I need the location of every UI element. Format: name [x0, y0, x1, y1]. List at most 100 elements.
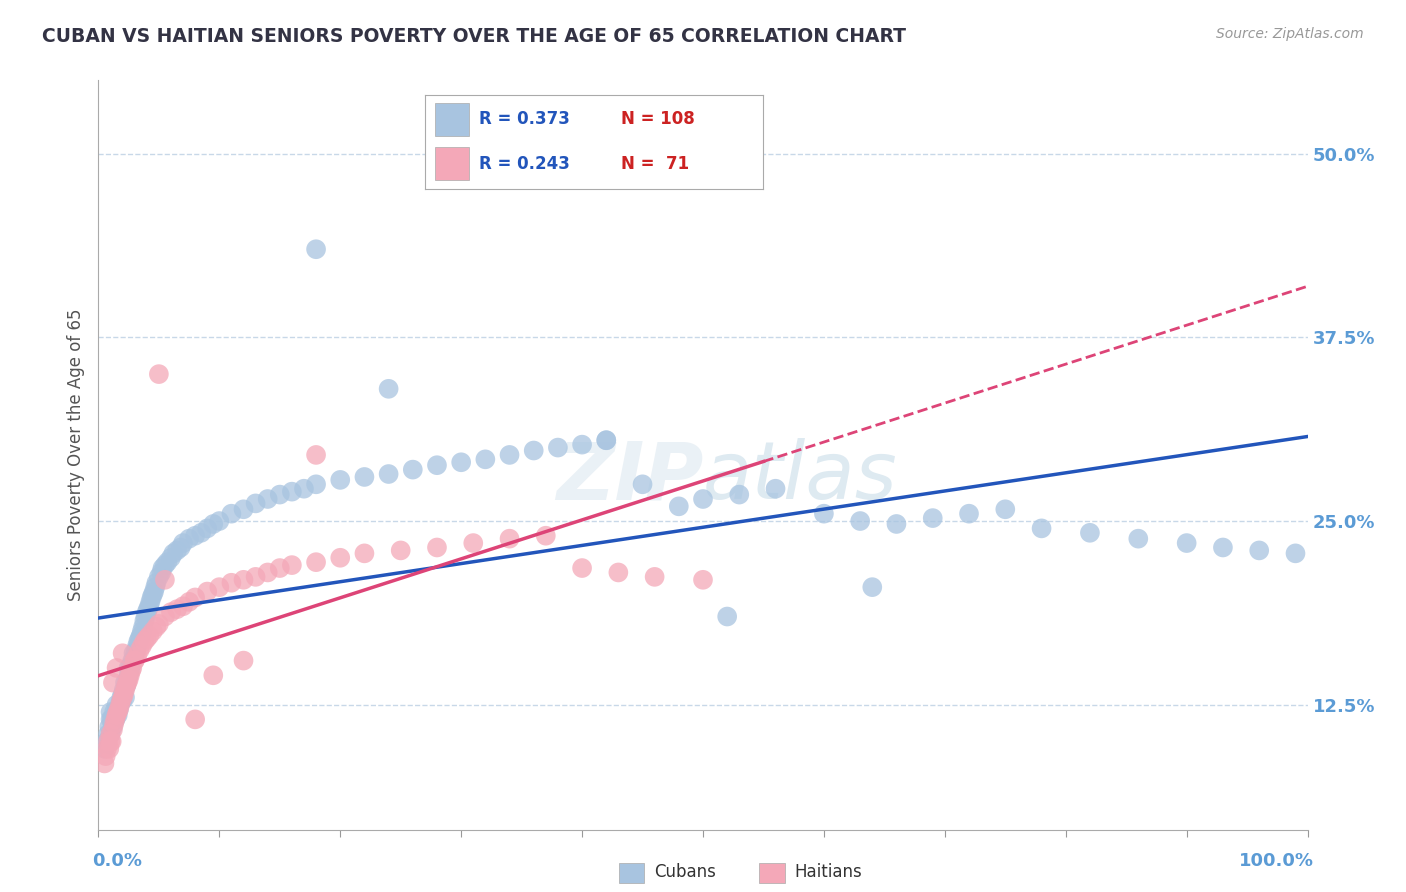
Point	[534, 529, 557, 543]
Point	[153, 558, 176, 573]
Point	[765, 482, 787, 496]
Point	[143, 584, 166, 599]
Text: 0.0%: 0.0%	[93, 852, 142, 870]
Point	[150, 566, 173, 580]
Y-axis label: Seniors Poverty Over the Age of 65: Seniors Poverty Over the Age of 65	[66, 309, 84, 601]
Point	[101, 675, 124, 690]
Point	[118, 661, 141, 675]
Point	[450, 455, 472, 469]
Point	[232, 654, 254, 668]
Point	[104, 712, 127, 726]
Point	[156, 555, 179, 569]
Point	[134, 634, 156, 648]
Point	[98, 720, 121, 734]
Point	[184, 591, 207, 605]
Point	[104, 712, 127, 726]
Point	[124, 649, 146, 664]
Point	[103, 716, 125, 731]
Point	[93, 741, 115, 756]
Point	[135, 632, 157, 646]
Text: Haitians: Haitians	[794, 863, 862, 881]
Point	[426, 458, 449, 473]
Point	[111, 646, 134, 660]
Point	[1249, 543, 1271, 558]
Point	[1284, 546, 1306, 560]
Point	[118, 664, 141, 678]
Point	[1031, 521, 1053, 535]
Point	[160, 550, 183, 565]
Point	[281, 484, 304, 499]
Point	[305, 477, 328, 491]
Point	[426, 541, 449, 555]
Point	[571, 561, 593, 575]
Point	[245, 570, 267, 584]
Point	[1128, 532, 1150, 546]
Point	[128, 632, 150, 646]
Point	[166, 602, 188, 616]
Point	[305, 448, 328, 462]
Point	[121, 654, 143, 668]
Point	[100, 705, 122, 719]
Point	[463, 536, 485, 550]
Point	[179, 595, 201, 609]
Point	[172, 536, 194, 550]
Point	[127, 634, 149, 648]
Point	[1175, 536, 1198, 550]
Point	[121, 661, 143, 675]
Point	[108, 702, 131, 716]
Point	[523, 443, 546, 458]
Point	[114, 690, 136, 705]
Text: Cubans: Cubans	[654, 863, 716, 881]
Point	[305, 242, 328, 256]
Point	[100, 727, 122, 741]
Point	[886, 516, 908, 531]
Point	[127, 639, 149, 653]
Point	[135, 605, 157, 619]
Point	[93, 756, 115, 771]
Point	[389, 543, 412, 558]
Point	[498, 532, 520, 546]
Point	[179, 532, 201, 546]
Point	[160, 605, 183, 619]
Point	[108, 698, 131, 712]
Text: Source: ZipAtlas.com: Source: ZipAtlas.com	[1216, 27, 1364, 41]
Point	[101, 720, 124, 734]
Point	[94, 749, 117, 764]
Point	[97, 734, 120, 748]
Point	[100, 712, 122, 726]
Point	[110, 690, 132, 705]
Point	[692, 491, 714, 506]
Point	[108, 696, 131, 710]
Point	[329, 473, 352, 487]
Point	[292, 482, 315, 496]
Point	[1078, 525, 1101, 540]
Point	[96, 734, 118, 748]
Point	[100, 734, 122, 748]
Point	[195, 584, 218, 599]
Point	[474, 452, 496, 467]
Point	[141, 591, 163, 605]
Point	[105, 698, 128, 712]
Point	[101, 723, 124, 737]
Point	[105, 705, 128, 719]
Point	[129, 629, 152, 643]
Point	[118, 668, 141, 682]
Point	[184, 712, 207, 726]
Point	[208, 514, 231, 528]
Point	[111, 687, 134, 701]
Point	[716, 609, 738, 624]
Point	[134, 614, 156, 628]
Point	[281, 558, 304, 573]
Point	[153, 609, 176, 624]
Text: 100.0%: 100.0%	[1239, 852, 1313, 870]
Point	[145, 620, 167, 634]
Point	[184, 529, 207, 543]
Point	[208, 580, 231, 594]
Point	[124, 654, 146, 668]
Point	[692, 573, 714, 587]
Point	[166, 543, 188, 558]
Point	[145, 575, 167, 590]
Point	[232, 502, 254, 516]
Point	[221, 575, 243, 590]
Point	[547, 441, 569, 455]
